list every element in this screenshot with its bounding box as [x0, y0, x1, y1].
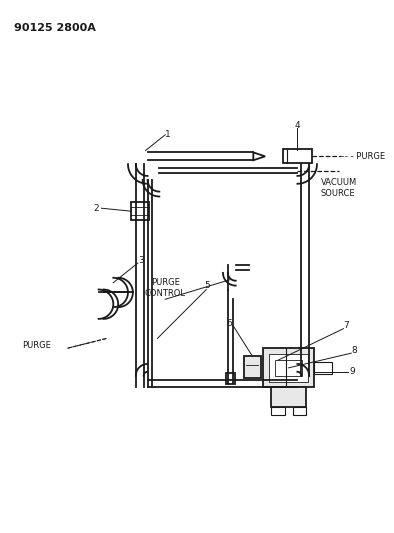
Text: 4: 4 — [295, 120, 300, 130]
Text: 5: 5 — [204, 281, 210, 290]
Text: 2: 2 — [93, 204, 98, 213]
Text: - - PURGE: - - PURGE — [346, 152, 385, 161]
Text: 9: 9 — [349, 367, 355, 376]
Text: PURGE: PURGE — [22, 341, 51, 350]
Text: PURGE
CONTROL: PURGE CONTROL — [145, 278, 186, 298]
Bar — [243, 356, 261, 378]
Bar — [269, 354, 308, 382]
Bar — [292, 407, 306, 415]
Bar — [283, 149, 312, 163]
Text: 3: 3 — [138, 256, 143, 265]
Bar — [263, 348, 314, 387]
Bar — [275, 360, 302, 376]
Bar — [271, 387, 306, 407]
Text: 1: 1 — [165, 130, 171, 139]
Polygon shape — [253, 152, 265, 160]
Text: 7: 7 — [344, 321, 349, 330]
Text: 6: 6 — [226, 319, 232, 328]
Bar — [314, 362, 332, 374]
Bar — [131, 203, 149, 220]
Text: 8: 8 — [351, 346, 357, 355]
Text: VACUUM
SOURCE: VACUUM SOURCE — [321, 179, 357, 198]
Text: 90125 2800A: 90125 2800A — [15, 23, 96, 33]
Bar — [271, 407, 285, 415]
Bar — [226, 373, 235, 384]
